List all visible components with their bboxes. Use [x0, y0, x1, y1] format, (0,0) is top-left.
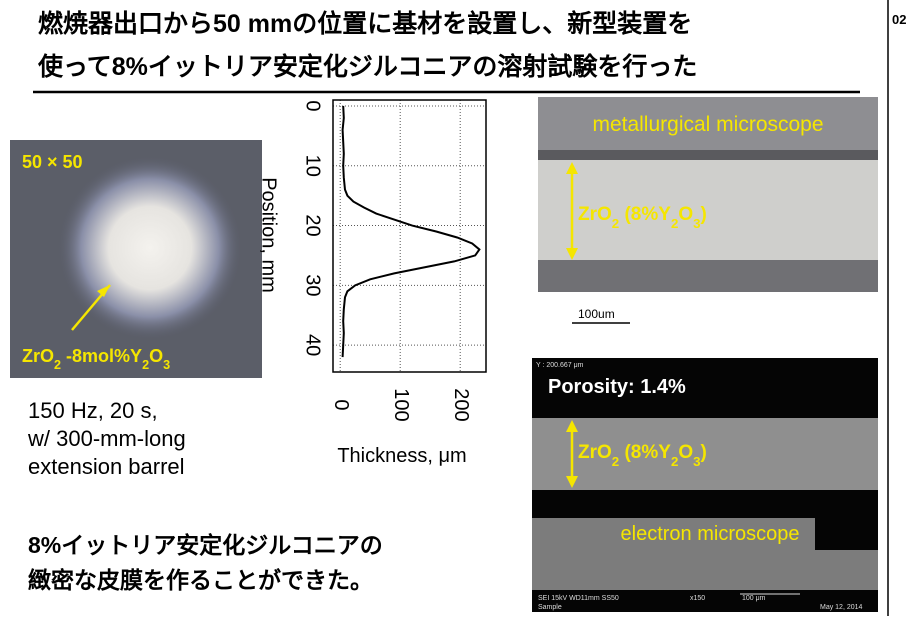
layer: [815, 490, 878, 550]
t: -8mol%Y: [61, 346, 142, 366]
t: O: [149, 346, 163, 366]
thickness-tick-label: 100: [390, 388, 412, 421]
position-tick-label: 30: [302, 274, 324, 296]
thickness-profile: [343, 106, 480, 357]
condition: 150 Hz, 20 s,: [28, 398, 158, 423]
t: 2: [612, 216, 619, 231]
t: 2: [54, 358, 61, 372]
t: (8%Y: [619, 442, 671, 463]
t: ZrO: [578, 204, 612, 225]
t: ZrO: [578, 442, 612, 463]
position-tick-label: 10: [302, 155, 324, 177]
page-number: 02: [892, 12, 906, 27]
position-tick-label: 20: [302, 214, 324, 236]
t: 2: [612, 454, 619, 469]
t: ): [701, 204, 707, 225]
slide: 02 燃焼器出口から50 mmの位置に基材を設置し、新型装置を 使って8%イット…: [0, 0, 916, 616]
t: 3: [693, 216, 700, 231]
t: ): [701, 442, 707, 463]
sem-image: Y : 200.667 μm Porosity: 1.4% ZrO2 (8%Y2…: [532, 358, 878, 612]
t: ZrO: [22, 346, 54, 366]
position-tick-label: 40: [302, 334, 324, 356]
header-info: Y : 200.667 μm: [536, 362, 584, 369]
sample-photo: 50 × 50 ZrO2 -8mol%Y2O3: [10, 140, 262, 378]
t: (8%Y: [619, 204, 671, 225]
position-tick-label: 0: [302, 100, 324, 111]
thickness-tick-label: 0: [330, 399, 352, 410]
condition: w/ 300-mm-long: [27, 426, 186, 451]
thickness-tick-label: 200: [450, 388, 472, 421]
conclusion: 緻密な皮膜を作ることができた。: [28, 567, 373, 593]
title: 燃焼器出口から50 mmの位置に基材を設置し、新型装置を: [38, 9, 692, 38]
layer: [538, 260, 878, 292]
title: 使って8%イットリア安定化ジルコニアの溶射試験を行った: [37, 52, 697, 81]
t: 2: [671, 454, 678, 469]
page: 02 燃焼器出口から50 mmの位置に基材を設置し、新型装置を 使って8%イット…: [0, 0, 916, 621]
t: 2: [671, 216, 678, 231]
plot-frame: [333, 100, 486, 372]
footer: May 12, 2014: [820, 604, 863, 611]
condition: extension barrel: [28, 454, 185, 479]
size-label: 50 × 50: [22, 152, 83, 172]
optical-image: metallurgical microscope ZrO2 (8%Y2O3) 1…: [538, 97, 878, 333]
scale-bar-label: 100um: [578, 307, 615, 321]
t: 3: [163, 358, 170, 372]
footer: Sample: [538, 604, 562, 611]
label: electron microscope: [621, 523, 800, 545]
footer: 100 μm: [742, 595, 766, 602]
thickness-axis-label: Thickness, μm: [337, 445, 466, 467]
footer: x150: [690, 595, 705, 602]
position-axis-label: Position, mm: [258, 177, 280, 293]
footer: SEI 15kV WD11mm SS50: [538, 595, 619, 602]
thickness-chart: 0 10 20 30 40 0 100 200 Position, mm Thickness, μ…: [258, 100, 486, 467]
conclusion: 8%イットリア安定化ジルコニアの: [28, 532, 383, 558]
label: metallurgical microscope: [592, 113, 823, 136]
porosity: Porosity: 1.4%: [548, 376, 686, 398]
t: O: [678, 204, 693, 225]
t: 2: [142, 358, 149, 372]
t: O: [678, 442, 693, 463]
t: 3: [693, 454, 700, 469]
